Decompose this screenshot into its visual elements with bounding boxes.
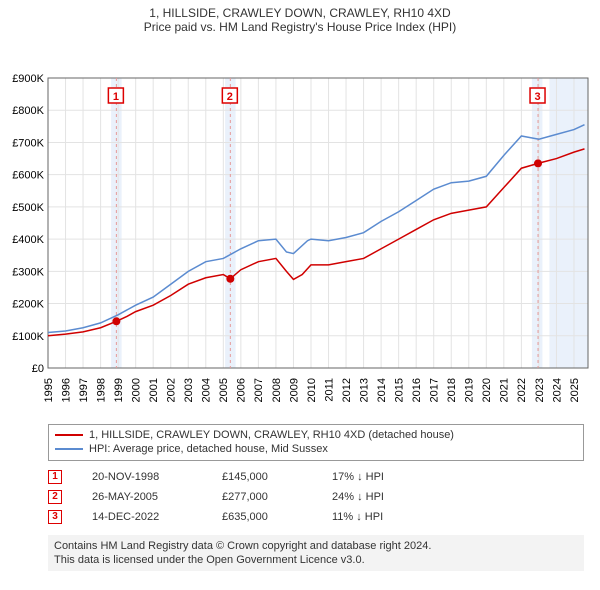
sale-marker-num: 3 bbox=[48, 510, 62, 524]
svg-text:2006: 2006 bbox=[236, 378, 248, 402]
sales-table: 1 20-NOV-1998 £145,000 17% ↓ HPI 2 26-MAY-200… bbox=[48, 467, 584, 527]
svg-text:2004: 2004 bbox=[201, 378, 213, 402]
svg-text:1997: 1997 bbox=[78, 378, 90, 402]
sale-date: 26-MAY-2005 bbox=[92, 491, 192, 503]
sale-price: £635,000 bbox=[222, 511, 302, 523]
svg-text:£500K: £500K bbox=[12, 202, 44, 214]
svg-text:2003: 2003 bbox=[183, 378, 195, 402]
svg-text:2025: 2025 bbox=[569, 378, 581, 402]
sale-date: 20-NOV-1998 bbox=[92, 471, 192, 483]
svg-text:1998: 1998 bbox=[95, 378, 107, 402]
svg-text:£800K: £800K bbox=[12, 105, 44, 117]
svg-text:1996: 1996 bbox=[60, 378, 72, 402]
svg-text:1999: 1999 bbox=[113, 378, 125, 402]
svg-text:2000: 2000 bbox=[131, 378, 143, 402]
svg-text:2023: 2023 bbox=[534, 378, 546, 402]
sale-price: £277,000 bbox=[222, 491, 302, 503]
svg-text:£300K: £300K bbox=[12, 266, 44, 278]
sale-diff: 17% ↓ HPI bbox=[332, 471, 422, 483]
svg-text:£700K: £700K bbox=[12, 137, 44, 149]
svg-text:2001: 2001 bbox=[148, 378, 160, 402]
svg-text:1995: 1995 bbox=[43, 378, 55, 402]
svg-text:2019: 2019 bbox=[464, 378, 476, 402]
sale-price: £145,000 bbox=[222, 471, 302, 483]
svg-text:2: 2 bbox=[227, 91, 233, 103]
legend-swatch bbox=[55, 434, 83, 436]
legend-row: HPI: Average price, detached house, Mid … bbox=[55, 442, 577, 456]
sale-marker-num: 2 bbox=[48, 490, 62, 504]
svg-text:2010: 2010 bbox=[306, 378, 318, 402]
footer-line: Contains HM Land Registry data © Crown c… bbox=[54, 539, 578, 553]
svg-text:3: 3 bbox=[534, 91, 540, 103]
legend-label: 1, HILLSIDE, CRAWLEY DOWN, CRAWLEY, RH10… bbox=[89, 428, 454, 442]
svg-text:2020: 2020 bbox=[481, 378, 493, 402]
svg-text:2011: 2011 bbox=[323, 378, 335, 402]
svg-text:£600K: £600K bbox=[12, 170, 44, 182]
svg-text:2002: 2002 bbox=[166, 378, 178, 402]
svg-text:2017: 2017 bbox=[429, 378, 441, 402]
svg-text:1: 1 bbox=[113, 91, 119, 103]
svg-text:£100K: £100K bbox=[12, 331, 44, 343]
footer-line: This data is licensed under the Open Gov… bbox=[54, 553, 578, 567]
svg-text:2008: 2008 bbox=[271, 378, 283, 402]
legend-swatch bbox=[55, 448, 83, 450]
svg-text:2022: 2022 bbox=[516, 378, 528, 402]
svg-text:£200K: £200K bbox=[12, 299, 44, 311]
svg-text:2024: 2024 bbox=[551, 378, 563, 402]
sale-row: 3 14-DEC-2022 £635,000 11% ↓ HPI bbox=[48, 507, 584, 527]
sale-marker-num: 1 bbox=[48, 470, 62, 484]
sale-diff: 11% ↓ HPI bbox=[332, 511, 422, 523]
svg-text:2015: 2015 bbox=[393, 378, 405, 402]
svg-text:2014: 2014 bbox=[376, 378, 388, 402]
svg-text:£400K: £400K bbox=[12, 234, 44, 246]
sale-row: 2 26-MAY-2005 £277,000 24% ↓ HPI bbox=[48, 487, 584, 507]
legend-label: HPI: Average price, detached house, Mid … bbox=[89, 442, 328, 456]
svg-text:£0: £0 bbox=[32, 363, 44, 375]
svg-text:2018: 2018 bbox=[446, 378, 458, 402]
svg-text:2013: 2013 bbox=[358, 378, 370, 402]
chart-subtitle: Price paid vs. HM Land Registry's House … bbox=[0, 20, 600, 38]
legend: 1, HILLSIDE, CRAWLEY DOWN, CRAWLEY, RH10… bbox=[48, 424, 584, 461]
chart-title: 1, HILLSIDE, CRAWLEY DOWN, CRAWLEY, RH10… bbox=[0, 0, 600, 20]
svg-text:2005: 2005 bbox=[218, 378, 230, 402]
attribution-footer: Contains HM Land Registry data © Crown c… bbox=[48, 535, 584, 572]
sale-row: 1 20-NOV-1998 £145,000 17% ↓ HPI bbox=[48, 467, 584, 487]
chart-area: £0 £100K £200K £300K £400K £500K £600K £700K £80… bbox=[0, 38, 600, 418]
svg-text:2012: 2012 bbox=[341, 378, 353, 402]
legend-row: 1, HILLSIDE, CRAWLEY DOWN, CRAWLEY, RH10… bbox=[55, 428, 577, 442]
line-chart: £0 £100K £200K £300K £400K £500K £600K £700K £80… bbox=[0, 38, 600, 418]
svg-text:2016: 2016 bbox=[411, 378, 423, 402]
svg-text:£900K: £900K bbox=[12, 73, 44, 85]
svg-text:2009: 2009 bbox=[288, 378, 300, 402]
sale-date: 14-DEC-2022 bbox=[92, 511, 192, 523]
svg-text:2007: 2007 bbox=[253, 378, 265, 402]
svg-text:2021: 2021 bbox=[499, 378, 511, 402]
sale-diff: 24% ↓ HPI bbox=[332, 491, 422, 503]
